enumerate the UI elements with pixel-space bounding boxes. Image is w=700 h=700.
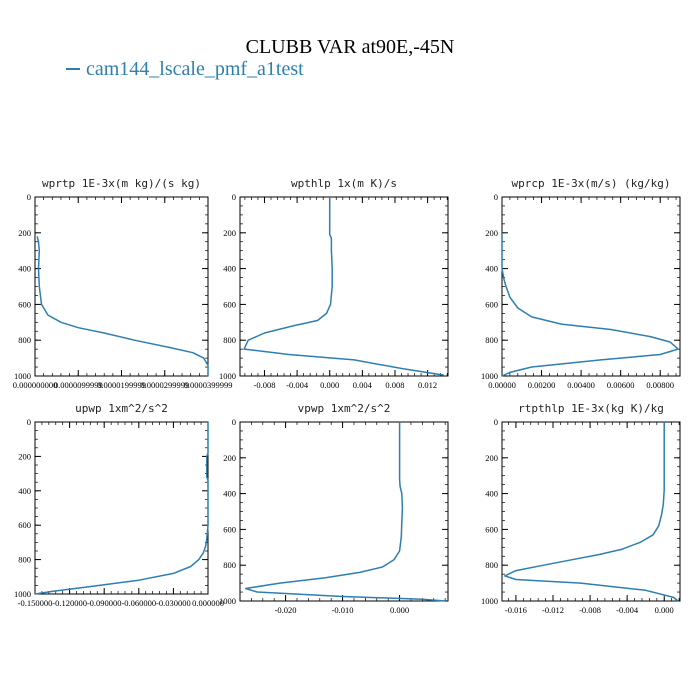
x-tick-label: 0.000 xyxy=(655,605,674,615)
x-tick-label: -0.004 xyxy=(616,605,639,615)
x-tick-label: -0.060000 xyxy=(121,598,156,608)
y-tick-label: 0 xyxy=(232,192,236,202)
figure-title: CLUBB VAR at90E,-45N xyxy=(245,36,455,58)
legend-label: cam144_lscale_pmf_a1test xyxy=(86,58,304,80)
panel-2: wpthlp 1x(m K)/s 0 200 400 600 800 1000 -0.008 -… xyxy=(219,177,449,390)
plot-frame xyxy=(34,421,209,595)
x-tick-label: 0.0000199999 xyxy=(97,380,146,390)
y-tick-label: 800 xyxy=(485,335,498,345)
x-tick-label: -0.010 xyxy=(332,605,354,615)
x-tick-label: -0.120000 xyxy=(52,598,87,608)
x-tick-label: 0.00200 xyxy=(528,380,556,390)
x-tick-label: -0.012 xyxy=(542,605,564,615)
series-line xyxy=(34,422,209,595)
x-tick-label: 0.00800 xyxy=(646,380,674,390)
x-tick-label: -0.020 xyxy=(275,605,297,615)
y-tick-label: 1000 xyxy=(219,371,236,381)
series-line xyxy=(504,422,679,602)
y-tick-label: 200 xyxy=(223,453,236,463)
x-tick-label: 0.000 xyxy=(320,380,339,390)
plot-frame xyxy=(239,196,449,377)
series-line xyxy=(244,422,446,602)
panel-1: wprtp 1E-3x(m kg)/(s kg) 0 200 400 600 800 100… xyxy=(13,177,233,390)
legend: cam144_lscale_pmf_a1test xyxy=(66,58,304,81)
y-tick-label: 0 xyxy=(232,417,236,427)
plot-frame xyxy=(34,196,209,377)
panel-title: upwp 1xm^2/s^2 xyxy=(75,402,168,415)
x-tick-label: 0.00000 xyxy=(488,380,516,390)
y-tick-label: 1000 xyxy=(219,596,236,606)
series-line xyxy=(243,197,445,376)
panel-6: rtpthlp 1E-3x(kg K)/kg02004006008001000-… xyxy=(481,402,681,615)
y-tick-label: 1000 xyxy=(481,371,498,381)
y-tick-label: 400 xyxy=(223,264,236,274)
plot-frame xyxy=(501,421,681,602)
panel-title: vpwp 1xm^2/s^2 xyxy=(298,402,391,415)
y-tick-label: 0 xyxy=(27,192,31,202)
legend-line-swatch xyxy=(66,68,80,71)
x-tick-label: 0.000 xyxy=(390,605,409,615)
y-tick-label: 200 xyxy=(223,228,236,238)
y-tick-label: 800 xyxy=(223,560,236,570)
y-tick-label: 800 xyxy=(18,555,31,565)
x-tick-label: 0.004 xyxy=(353,380,373,390)
x-tick-label: 0.0000099999 xyxy=(54,380,103,390)
x-tick-label: -0.090000 xyxy=(87,598,122,608)
y-tick-label: 600 xyxy=(18,520,31,530)
y-tick-label: 0 xyxy=(27,417,31,427)
x-tick-label: -0.016 xyxy=(505,605,527,615)
y-tick-label: 200 xyxy=(485,453,498,463)
x-tick-label: -0.030000 xyxy=(156,598,191,608)
x-tick-label: 0.0000399999 xyxy=(184,380,233,390)
x-tick-label: 0.000000 xyxy=(192,598,224,608)
y-tick-label: 800 xyxy=(485,560,498,570)
y-tick-label: 400 xyxy=(485,264,498,274)
panel-title: wpthlp 1x(m K)/s xyxy=(291,177,397,190)
y-tick-label: 0 xyxy=(494,417,498,427)
y-tick-label: 400 xyxy=(223,489,236,499)
panel-3: wprcp 1E-3x(m/s) (kg/kg) 0 200 400 600 800 100… xyxy=(481,177,681,390)
y-tick-label: 1000 xyxy=(14,589,31,599)
series-line xyxy=(36,236,209,376)
x-tick-label: 0.00400 xyxy=(567,380,595,390)
panel-title: wprcp 1E-3x(m/s) (kg/kg) xyxy=(512,177,671,190)
x-tick-label: 0.00600 xyxy=(607,380,635,390)
y-tick-label: 0 xyxy=(494,192,498,202)
y-tick-label: 1000 xyxy=(481,596,498,606)
x-tick-label: -0.004 xyxy=(286,380,309,390)
x-tick-label: 0.012 xyxy=(418,380,437,390)
y-tick-label: 600 xyxy=(18,299,31,309)
panel-5: vpwp 1xm^2/s^2 0 200 400 600 800 1000 -0.020 -0.… xyxy=(219,402,449,615)
series-line xyxy=(501,232,679,377)
x-tick-label: -0.008 xyxy=(579,605,601,615)
y-tick-label: 400 xyxy=(485,489,498,499)
x-tick-label: 0.008 xyxy=(385,380,404,390)
x-tick-label: 0.0000299999 xyxy=(140,380,189,390)
x-tick-label: 0.000000000 xyxy=(13,380,58,390)
plot-frame xyxy=(501,196,681,377)
y-tick-label: 600 xyxy=(485,299,498,309)
y-tick-label: 800 xyxy=(223,335,236,345)
panel-title: rtpthlp 1E-3x(kg K)/kg xyxy=(518,402,664,415)
y-tick-label: 200 xyxy=(18,228,31,238)
y-tick-label: 1000 xyxy=(14,371,31,381)
y-tick-label: 800 xyxy=(18,335,31,345)
y-tick-label: 600 xyxy=(223,524,236,534)
y-tick-label: 600 xyxy=(485,524,498,534)
x-tick-label: -0.008 xyxy=(253,380,275,390)
y-tick-label: 400 xyxy=(18,264,31,274)
panel-title: wprtp 1E-3x(m kg)/(s kg) xyxy=(42,177,201,190)
y-tick-label: 200 xyxy=(485,228,498,238)
y-tick-label: 200 xyxy=(18,451,31,461)
y-tick-label: 600 xyxy=(223,299,236,309)
x-tick-label: -0.150000 xyxy=(18,598,53,608)
y-tick-label: 400 xyxy=(18,486,31,496)
panel-4: upwp 1xm^2/s^2 0 200 400 600 800 1000-0.150000… xyxy=(14,402,224,608)
